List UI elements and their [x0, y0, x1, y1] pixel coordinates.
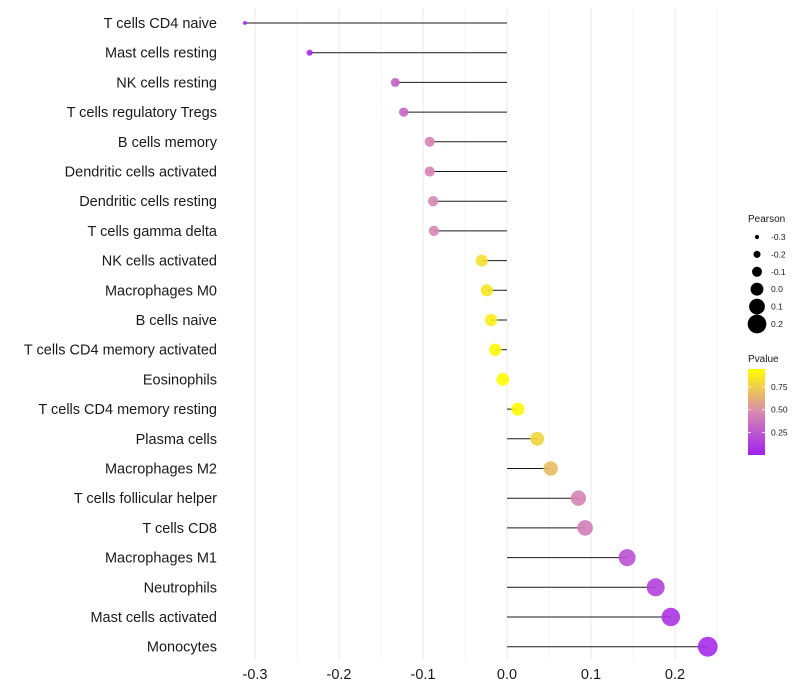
legend-pearson-title: Pearson	[748, 214, 785, 225]
legend-size-label: -0.2	[771, 249, 786, 259]
data-point	[306, 49, 313, 56]
y-tick-label: T cells gamma delta	[88, 224, 218, 240]
legend-pvalue-title: Pvalue	[748, 354, 779, 365]
y-tick-label: Macrophages M2	[105, 462, 217, 478]
data-point	[577, 520, 593, 536]
x-tick-label: 0.0	[497, 667, 517, 683]
y-tick-label: Dendritic cells resting	[79, 194, 217, 210]
data-point	[646, 578, 665, 597]
data-point	[424, 166, 435, 177]
data-point	[427, 196, 439, 207]
legend-pvalue: Pvalue 0.75 0.50 0.25	[748, 354, 788, 455]
data-point	[243, 21, 247, 25]
data-point	[399, 107, 409, 117]
data-point	[475, 254, 488, 267]
legend-size-label: 0.0	[771, 284, 783, 294]
y-tick-label: T cells regulatory Tregs	[67, 105, 217, 121]
legend-size-key	[749, 298, 765, 315]
legend-size-key	[752, 266, 762, 277]
legend-pvalue-label: 0.75	[771, 382, 788, 392]
data-point	[489, 343, 502, 356]
x-tick-label: -0.3	[243, 667, 268, 683]
y-tick-label: NK cells resting	[116, 75, 217, 91]
y-tick-label: T cells CD4 naive	[104, 16, 217, 32]
legend-size-key	[754, 234, 760, 240]
legend-pvalue-label: 0.25	[771, 427, 788, 437]
data-point	[661, 607, 681, 627]
data-point	[511, 402, 525, 416]
y-tick-label: T cells CD8	[142, 521, 217, 537]
data-point	[484, 313, 498, 327]
data-point	[496, 373, 510, 386]
x-tick-label: -0.2	[327, 667, 352, 683]
data-point	[424, 136, 435, 147]
pvalue-colorbar	[748, 369, 765, 455]
legend-pearson: Pearson -0.3 -0.2 -0.1 0.0 0.1 0.2	[747, 214, 786, 334]
x-tick-label: 0.1	[581, 667, 601, 683]
legend-size-label: -0.1	[771, 267, 786, 277]
y-tick-label: B cells naive	[136, 313, 217, 329]
data-point	[543, 461, 558, 476]
data-point	[530, 431, 545, 446]
points	[243, 21, 718, 657]
y-tick-label: Mast cells activated	[90, 610, 217, 626]
y-tick-label: NK cells activated	[102, 254, 217, 270]
y-axis-labels: T cells CD4 naive Mast cells resting NK ce…	[24, 16, 218, 656]
y-tick-label: B cells memory	[118, 135, 218, 151]
data-point	[428, 225, 440, 237]
stems	[244, 22, 708, 648]
legend-size-key	[750, 282, 764, 296]
legend-size-label: -0.3	[771, 232, 786, 242]
y-tick-label: Mast cells resting	[105, 46, 217, 62]
legend-size-label: 0.2	[771, 319, 783, 329]
y-tick-label: Plasma cells	[136, 432, 217, 448]
x-tick-label: 0.2	[665, 667, 685, 683]
y-tick-label: Macrophages M1	[105, 551, 217, 567]
y-tick-label: Neutrophils	[144, 580, 217, 596]
y-tick-label: T cells CD4 memory resting	[38, 402, 217, 418]
data-point	[570, 490, 587, 506]
x-tick-label: -0.1	[411, 667, 436, 683]
y-tick-label: T cells CD4 memory activated	[24, 343, 217, 359]
data-point	[618, 549, 636, 567]
data-point	[480, 284, 493, 297]
data-point	[390, 77, 400, 87]
y-tick-label: T cells follicular helper	[74, 491, 217, 507]
y-tick-label: Eosinophils	[143, 372, 217, 388]
y-tick-label: Monocytes	[147, 640, 217, 656]
legend-size-label: 0.1	[771, 302, 783, 312]
x-axis-labels: -0.3 -0.2 -0.1 0.0 0.1 0.2	[243, 667, 686, 683]
grid-lines	[254, 8, 718, 660]
y-tick-label: Dendritic cells activated	[65, 165, 217, 181]
legend-pvalue-label: 0.50	[771, 405, 788, 415]
legend-size-key	[753, 250, 761, 258]
y-tick-label: Macrophages M0	[105, 283, 217, 299]
legend-size-key	[747, 314, 767, 334]
data-point	[697, 636, 718, 657]
